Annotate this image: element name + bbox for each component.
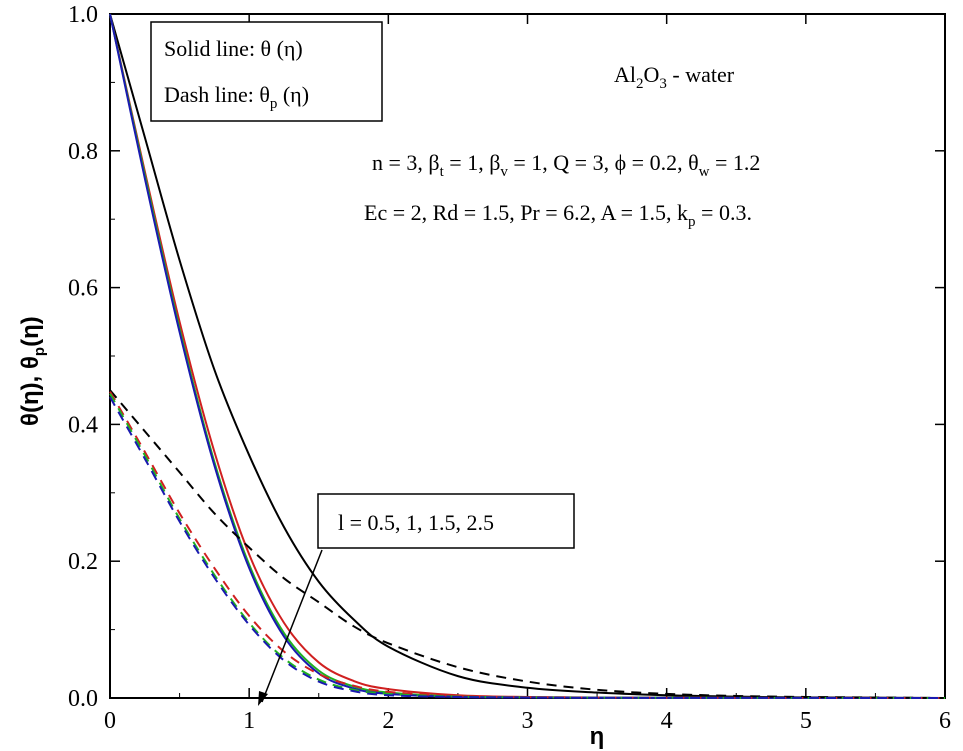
params1-s2: v [500,164,508,180]
y-tick-label: 0.2 [68,549,98,575]
solid-series-line-0 [109,13,946,699]
y-axis-title: θ(η), θp(η) [17,316,48,426]
x-tick-label: 5 [800,708,812,734]
fluid-tail: - water [667,62,735,87]
params1-s1: t [440,164,445,180]
y-tick-label: 0.6 [68,276,98,302]
legend: Solid line: θ (η) Dash line: θp (η) [150,21,383,122]
params2-p2: = 0.3. [696,200,752,225]
annotation: l = 0.5, 1, 1.5, 2.5 [258,493,575,706]
y-tick-label: 0.4 [68,412,98,438]
y-axis-title-sub: p [31,347,48,356]
y-tick-label: 1.0 [68,2,98,28]
params2-s1: p [688,214,696,230]
annotation-arrowhead [258,691,268,706]
x-tick-label: 3 [522,708,534,734]
legend-dash-label: Dash line: θp (η) [164,82,309,112]
series-group [109,13,946,699]
x-tick-label: 0 [104,708,116,734]
fluid-b-sub: 3 [659,76,667,92]
legend-box [150,21,383,122]
annotation-box [317,493,575,549]
y-tick-label: 0.8 [68,139,98,165]
fluid-a-sub: 2 [636,76,644,92]
params1-p4: = 1.2 [709,150,760,175]
x-tick-label: 4 [661,708,673,734]
y-axis-title-main: θ(η), θ [17,356,44,426]
x-tick-label: 6 [939,708,951,734]
legend-dash-tail: (η) [277,82,309,107]
x-tick-label: 1 [243,708,255,734]
params2-p1: Ec = 2, Rd = 1.5, Pr = 6.2, A = 1.5, k [364,200,688,225]
y-tick-label: 0.0 [68,686,98,712]
fluid-a: Al [614,62,636,87]
params1-p3: = 1, Q = 3, ϕ = 0.2, θ [508,150,699,175]
params-line-2: Ec = 2, Rd = 1.5, Pr = 6.2, A = 1.5, kp … [364,200,752,230]
y-axis-title-tail: (η) [17,316,44,347]
params1-p1: n = 3, β [372,150,440,175]
params1-s3: w [699,164,710,180]
annotation-arrow-line [261,549,323,703]
dash-series-line-7 [109,396,946,699]
x-tick-label: 2 [382,708,394,734]
params1-p2: = 1, β [444,150,501,175]
params-line-1: n = 3, βt = 1, βv = 1, Q = 3, ϕ = 0.2, θ… [372,150,760,180]
fluid-b: O [644,62,660,87]
annotation-text: l = 0.5, 1, 1.5, 2.5 [338,510,494,535]
fluid-label: Al2O3 - water [614,62,735,92]
x-axis-title: η [590,723,605,750]
legend-solid-label: Solid line: θ (η) [164,36,303,61]
dash-series-line-4 [109,389,946,699]
legend-dash-sub: p [270,96,278,112]
legend-dash-main: Dash line: θ [164,82,270,107]
